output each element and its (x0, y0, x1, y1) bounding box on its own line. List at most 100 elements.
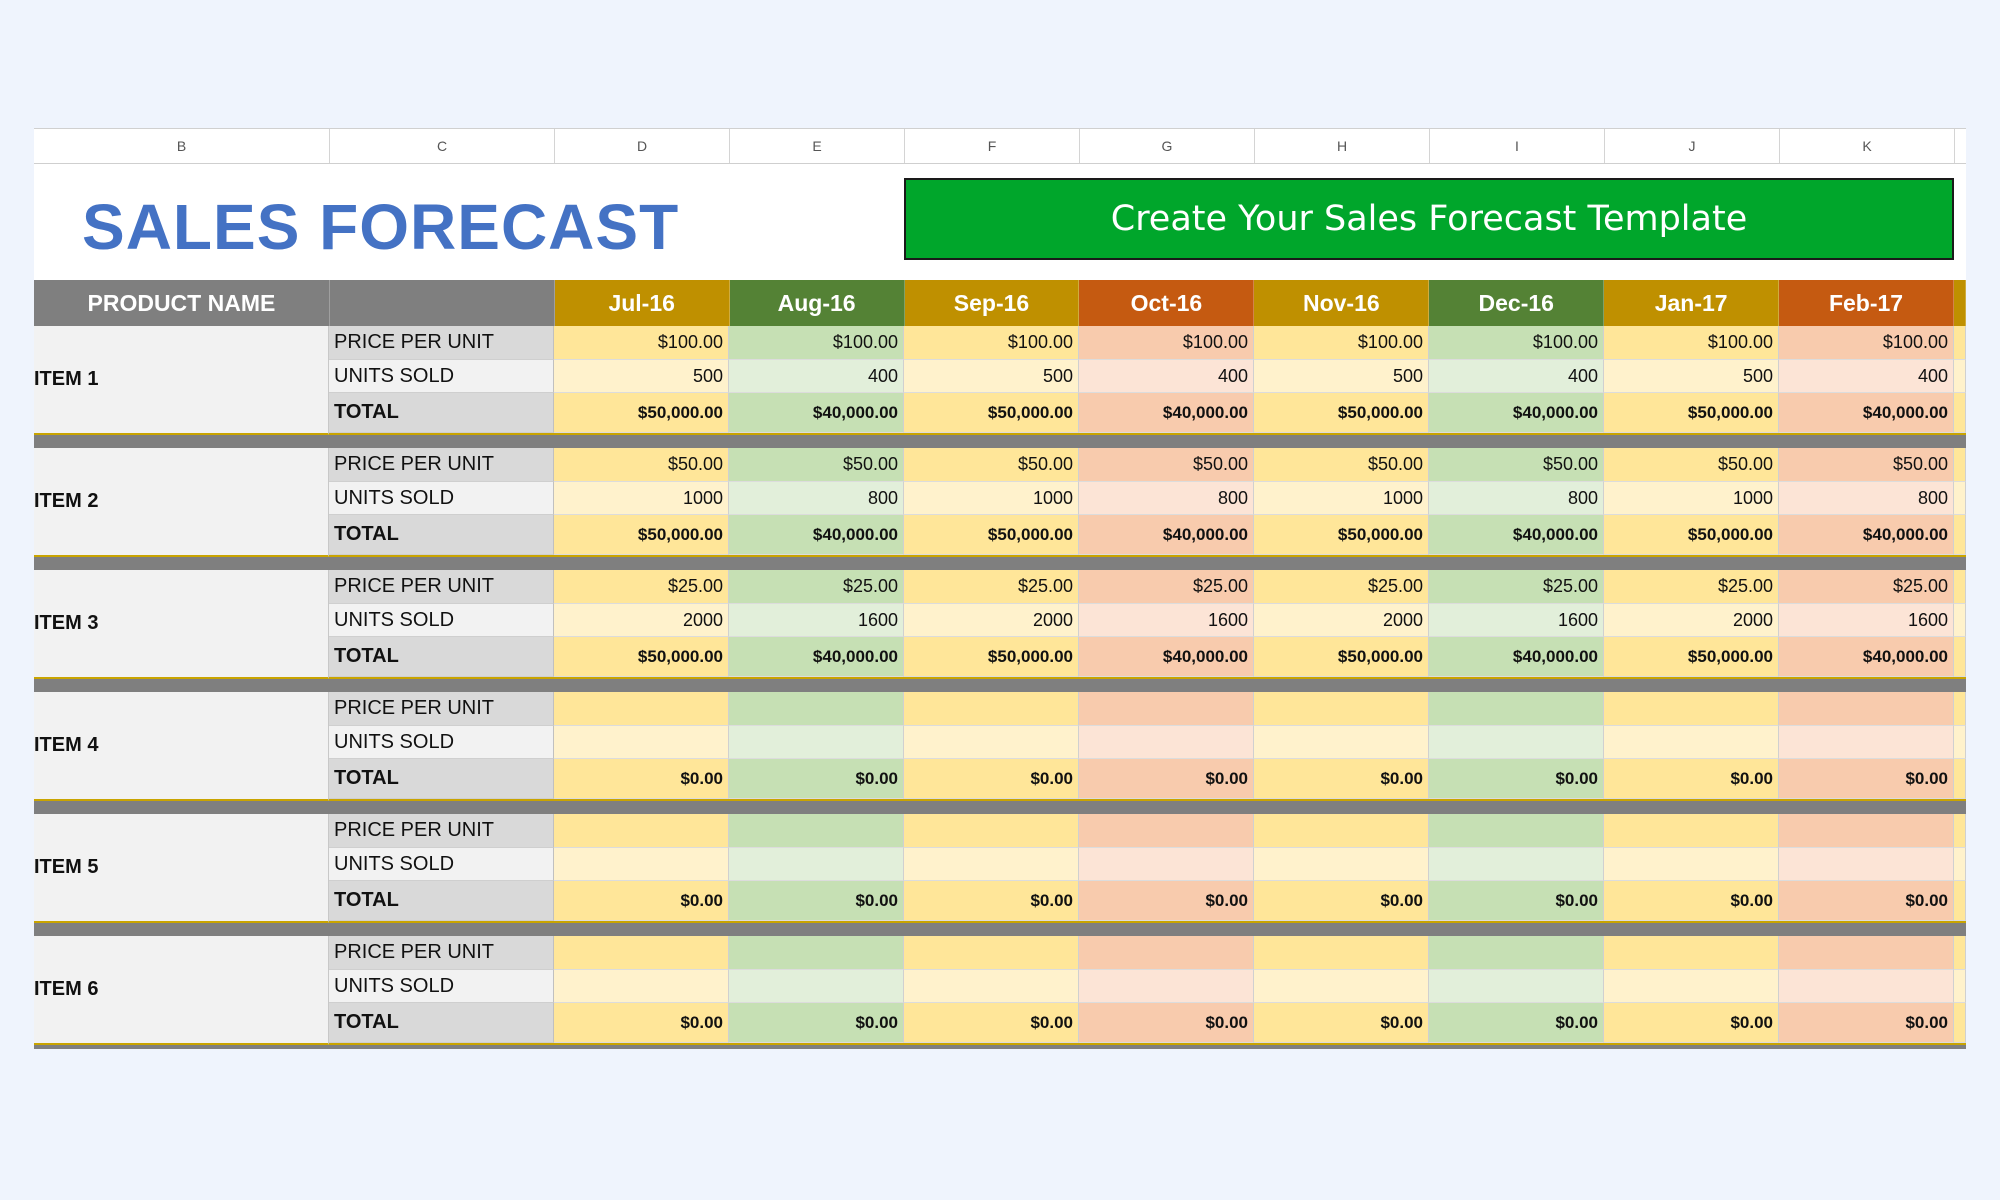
price-per-unit-cell[interactable] (1604, 936, 1779, 970)
units-sold-cell[interactable]: 400 (729, 360, 904, 393)
total-cell[interactable]: $50,000.00 (1604, 515, 1779, 555)
units-sold-label[interactable]: UNITS SOLD (329, 360, 554, 393)
price-per-unit-cell[interactable] (1604, 814, 1779, 848)
total-cell[interactable]: $0.00 (1429, 759, 1604, 799)
total-cell[interactable]: $50,000.00 (904, 393, 1079, 433)
price-per-unit-cell[interactable] (1079, 814, 1254, 848)
units-sold-label[interactable]: UNITS SOLD (329, 482, 554, 515)
units-sold-label[interactable]: UNITS SOLD (329, 848, 554, 881)
column-letter-h[interactable]: H (1255, 129, 1430, 163)
units-sold-cell[interactable] (729, 848, 904, 881)
price-per-unit-cell[interactable] (1429, 936, 1604, 970)
units-sold-cell[interactable]: 500 (1604, 360, 1779, 393)
column-letter-k[interactable]: K (1780, 129, 1955, 163)
price-per-unit-label[interactable]: PRICE PER UNIT (329, 326, 554, 360)
price-per-unit-cell[interactable]: $50.00 (1079, 448, 1254, 482)
total-cell[interactable]: $50,000.00 (904, 637, 1079, 677)
price-per-unit-cell[interactable] (554, 814, 729, 848)
units-sold-cell[interactable]: 1600 (1079, 604, 1254, 637)
price-per-unit-cell[interactable]: $50.00 (554, 448, 729, 482)
units-sold-cell[interactable]: 1600 (729, 604, 904, 637)
column-letter-g[interactable]: G (1080, 129, 1255, 163)
units-sold-cell[interactable]: 400 (1429, 360, 1604, 393)
total-cell[interactable]: $40,000.00 (1779, 637, 1954, 677)
price-per-unit-cell[interactable] (1779, 936, 1954, 970)
total-cell[interactable]: $0.00 (1429, 881, 1604, 921)
total-cell[interactable]: $0.00 (904, 881, 1079, 921)
price-per-unit-cell[interactable] (729, 814, 904, 848)
units-sold-cell[interactable]: 500 (904, 360, 1079, 393)
total-cell[interactable]: $50,000.00 (1254, 393, 1429, 433)
total-cell[interactable]: $40,000.00 (1079, 393, 1254, 433)
item-name-cell[interactable]: ITEM 4 (34, 692, 329, 801)
total-label[interactable]: TOTAL (329, 515, 554, 555)
units-sold-cell[interactable] (729, 726, 904, 759)
units-sold-cell[interactable]: 2000 (1254, 604, 1429, 637)
units-sold-label[interactable]: UNITS SOLD (329, 726, 554, 759)
price-per-unit-cell[interactable]: $25.00 (554, 570, 729, 604)
total-cell[interactable]: $50,000.00 (1604, 637, 1779, 677)
price-per-unit-cell[interactable]: $25.00 (904, 570, 1079, 604)
price-per-unit-cell[interactable] (1079, 936, 1254, 970)
units-sold-cell[interactable] (904, 726, 1079, 759)
total-cell[interactable]: $50,000.00 (1604, 393, 1779, 433)
units-sold-cell[interactable] (554, 970, 729, 1003)
total-cell[interactable]: $0.00 (1604, 881, 1779, 921)
units-sold-cell[interactable] (1429, 848, 1604, 881)
units-sold-cell[interactable]: 1000 (1604, 482, 1779, 515)
units-sold-cell[interactable] (1604, 726, 1779, 759)
units-sold-label[interactable]: UNITS SOLD (329, 604, 554, 637)
total-cell[interactable]: $0.00 (1079, 759, 1254, 799)
price-per-unit-cell[interactable]: $100.00 (1429, 326, 1604, 360)
column-letter-e[interactable]: E (730, 129, 905, 163)
price-per-unit-cell[interactable]: $50.00 (1429, 448, 1604, 482)
units-sold-cell[interactable]: 400 (1779, 360, 1954, 393)
price-per-unit-cell[interactable]: $100.00 (1779, 326, 1954, 360)
item-name-cell[interactable]: ITEM 3 (34, 570, 329, 679)
price-per-unit-cell[interactable]: $50.00 (1254, 448, 1429, 482)
units-sold-cell[interactable] (1779, 848, 1954, 881)
total-cell[interactable]: $40,000.00 (1779, 515, 1954, 555)
units-sold-cell[interactable]: 500 (554, 360, 729, 393)
item-name-cell[interactable]: ITEM 1 (34, 326, 329, 435)
total-cell[interactable]: $0.00 (729, 759, 904, 799)
column-letter-c[interactable]: C (330, 129, 555, 163)
units-sold-cell[interactable]: 1000 (904, 482, 1079, 515)
total-label[interactable]: TOTAL (329, 759, 554, 799)
total-cell[interactable]: $0.00 (1604, 759, 1779, 799)
units-sold-cell[interactable]: 800 (1779, 482, 1954, 515)
units-sold-cell[interactable]: 1600 (1429, 604, 1604, 637)
total-cell[interactable]: $40,000.00 (1079, 515, 1254, 555)
price-per-unit-cell[interactable]: $100.00 (904, 326, 1079, 360)
item-name-cell[interactable]: ITEM 6 (34, 936, 329, 1045)
units-sold-cell[interactable]: 2000 (1604, 604, 1779, 637)
units-sold-cell[interactable] (1429, 970, 1604, 1003)
total-cell[interactable]: $0.00 (729, 1003, 904, 1043)
price-per-unit-cell[interactable]: $100.00 (554, 326, 729, 360)
units-sold-cell[interactable] (904, 848, 1079, 881)
price-per-unit-label[interactable]: PRICE PER UNIT (329, 570, 554, 604)
total-label[interactable]: TOTAL (329, 1003, 554, 1043)
price-per-unit-cell[interactable] (1429, 692, 1604, 726)
total-cell[interactable]: $0.00 (729, 881, 904, 921)
units-sold-cell[interactable]: 800 (1079, 482, 1254, 515)
price-per-unit-label[interactable]: PRICE PER UNIT (329, 692, 554, 726)
units-sold-cell[interactable]: 1600 (1779, 604, 1954, 637)
item-name-cell[interactable]: ITEM 5 (34, 814, 329, 923)
price-per-unit-cell[interactable] (904, 936, 1079, 970)
total-cell[interactable]: $50,000.00 (904, 515, 1079, 555)
total-cell[interactable]: $40,000.00 (1779, 393, 1954, 433)
price-per-unit-cell[interactable] (1429, 814, 1604, 848)
units-sold-cell[interactable] (1604, 848, 1779, 881)
units-sold-cell[interactable] (904, 970, 1079, 1003)
total-label[interactable]: TOTAL (329, 393, 554, 433)
price-per-unit-cell[interactable]: $50.00 (1779, 448, 1954, 482)
total-cell[interactable]: $0.00 (1779, 759, 1954, 799)
price-per-unit-cell[interactable]: $25.00 (729, 570, 904, 604)
price-per-unit-cell[interactable]: $100.00 (1079, 326, 1254, 360)
total-cell[interactable]: $50,000.00 (1254, 637, 1429, 677)
price-per-unit-cell[interactable] (1779, 814, 1954, 848)
total-cell[interactable]: $50,000.00 (554, 515, 729, 555)
price-per-unit-cell[interactable] (729, 936, 904, 970)
total-cell[interactable]: $0.00 (1254, 1003, 1429, 1043)
